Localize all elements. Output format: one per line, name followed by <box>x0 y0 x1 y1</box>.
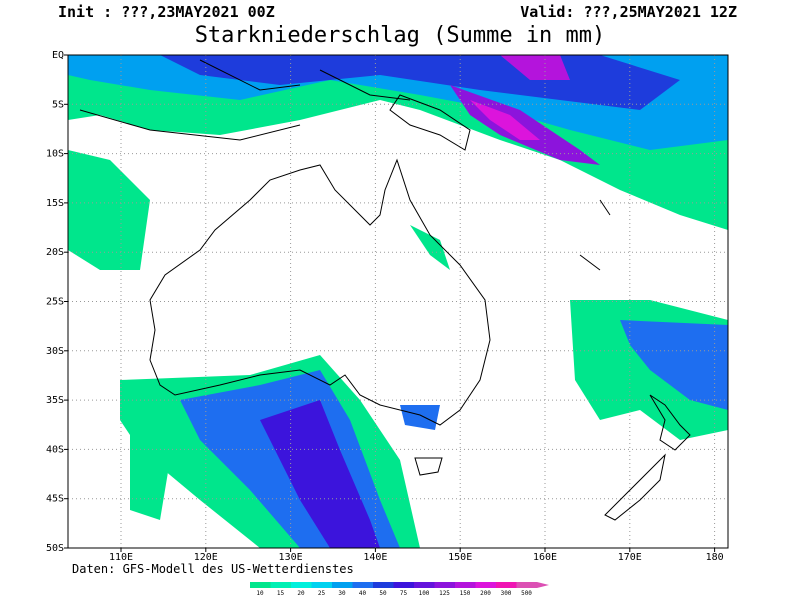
colorbar-swatch <box>475 582 496 588</box>
lat-label: 35S <box>46 395 64 406</box>
colorbar-swatch <box>332 582 353 588</box>
data-source: Daten: GFS-Modell des US-Wetterdienstes <box>72 562 354 576</box>
colorbar-swatch <box>393 582 414 588</box>
lon-label: 180 <box>706 552 724 563</box>
colorbar-label: 25 <box>318 590 326 597</box>
map-title: Starkniederschlag (Summe in mm) <box>195 23 606 48</box>
lon-label: 160E <box>533 552 557 563</box>
colorbar-label: 20 <box>297 590 305 597</box>
lon-label: 110E <box>109 552 133 563</box>
colorbar-swatch <box>250 582 271 588</box>
colorbar-label: 50 <box>379 590 387 597</box>
colorbar-label: 150 <box>460 590 471 597</box>
lat-label: 20S <box>46 247 64 258</box>
init-time: Init : ???,23MAY2021 00Z <box>58 3 275 21</box>
lat-label: 25S <box>46 297 64 308</box>
colorbar-label: 200 <box>480 590 491 597</box>
colorbar-label: 15 <box>277 590 285 597</box>
colorbar-swatch <box>270 582 291 588</box>
colorbar-swatch <box>414 582 435 588</box>
colorbar-label: 10 <box>256 590 264 597</box>
lon-label: 150E <box>448 552 472 563</box>
lat-label: EQ <box>52 50 64 61</box>
colorbar: 10 15 20 25 30 40 50 75 100 125 150 200 300 500 <box>250 582 549 597</box>
lat-label: 45S <box>46 494 64 505</box>
lat-label: 5S <box>52 99 64 110</box>
colorbar-swatch <box>311 582 332 588</box>
lat-label: 15S <box>46 198 64 209</box>
colorbar-arrow <box>537 582 549 588</box>
colorbar-label: 30 <box>338 590 346 597</box>
lon-label: 170E <box>618 552 642 563</box>
coastlines <box>79 59 691 521</box>
lon-label: 140E <box>363 552 387 563</box>
colorbar-swatch <box>516 582 537 588</box>
valid-time: Valid: ???,25MAY2021 12Z <box>520 3 737 21</box>
colorbar-swatch <box>352 582 373 588</box>
colorbar-swatch <box>496 582 517 588</box>
lon-label: 120E <box>194 552 218 563</box>
colorbar-swatch <box>455 582 476 588</box>
precipitation <box>68 55 728 548</box>
lat-label: 50S <box>46 543 64 554</box>
colorbar-label: 500 <box>521 590 532 597</box>
lat-label: 10S <box>46 149 64 160</box>
colorbar-label: 75 <box>400 590 408 597</box>
lat-label: 30S <box>46 346 64 357</box>
colorbar-swatch <box>434 582 455 588</box>
colorbar-label: 40 <box>359 590 367 597</box>
colorbar-swatch <box>291 582 312 588</box>
colorbar-label: 100 <box>419 590 430 597</box>
lon-label: 130E <box>279 552 303 563</box>
lat-label: 40S <box>46 444 64 455</box>
colorbar-swatch <box>373 582 394 588</box>
colorbar-label: 125 <box>439 590 450 597</box>
colorbar-label: 300 <box>501 590 512 597</box>
map <box>67 54 729 549</box>
